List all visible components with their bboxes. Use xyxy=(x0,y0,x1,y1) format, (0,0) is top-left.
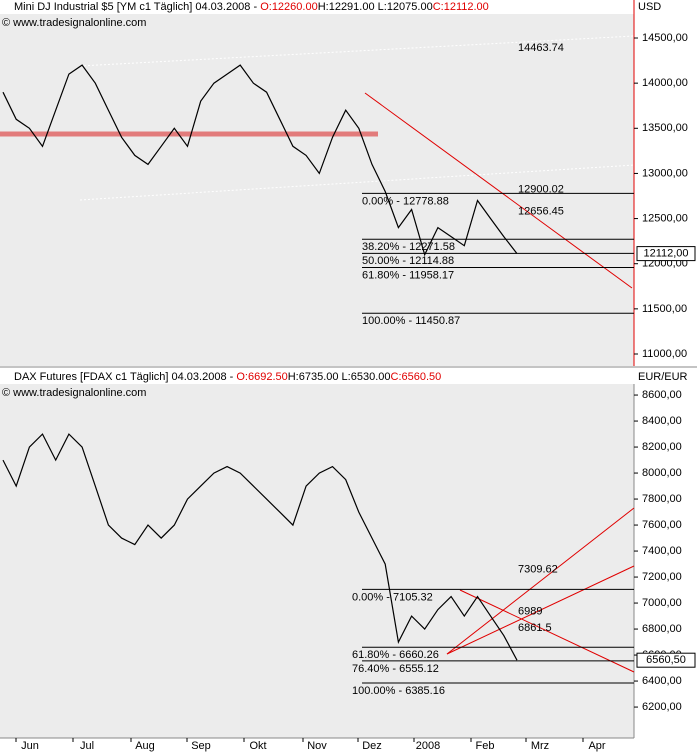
trend-line xyxy=(446,565,635,655)
annotation: 6989 xyxy=(518,605,542,617)
y-tick-label: 7200,00 xyxy=(642,571,682,583)
y-tick-label: 13500,00 xyxy=(642,122,688,134)
header-part: Mini DJ Industrial $5 [YM c1 Täglich] 04… xyxy=(14,1,260,13)
price-tag xyxy=(636,652,696,668)
annotation: 6861.5 xyxy=(518,622,552,634)
header-part: DAX Futures [FDAX c1 Täglich] 04.03.2008… xyxy=(14,371,236,383)
level-label: 100.00% - 6385.16 xyxy=(352,685,445,697)
x-tick-label: Jun xyxy=(21,740,39,752)
source: © www.tradesignalonline.com xyxy=(2,387,146,399)
channel-line xyxy=(79,35,635,67)
y-tick-label: 8400,00 xyxy=(642,415,682,427)
plot-area xyxy=(0,384,634,738)
y-tick-label: 7400,00 xyxy=(642,545,682,557)
y-tick-label: 14500,00 xyxy=(642,32,688,44)
y-tick-label: 13000,00 xyxy=(642,167,688,179)
currency: USD xyxy=(638,1,661,13)
y-tick-label: 6200,00 xyxy=(642,701,682,713)
annotation: 12900.02 xyxy=(518,183,564,195)
header-part: C:6560.50 xyxy=(391,371,442,383)
annotation: 12656.45 xyxy=(518,205,564,217)
x-tick-label: Nov xyxy=(307,740,327,752)
header: DAX Futures [FDAX c1 Täglich] 04.03.2008… xyxy=(14,371,441,383)
annotation: 7309.62 xyxy=(518,564,558,576)
header-part: H:12291.00 L:12075.00 xyxy=(318,1,433,13)
plot-area xyxy=(0,14,634,366)
y-tick-label: 8000,00 xyxy=(642,467,682,479)
header-part: O:12260.00 xyxy=(260,1,318,13)
channel-line xyxy=(79,164,635,201)
y-tick-label: 11000,00 xyxy=(642,348,687,360)
header-part: O:6692.50 xyxy=(236,371,287,383)
y-tick-label: 6400,00 xyxy=(642,675,682,687)
price-tag-label: 12112,00 xyxy=(643,248,688,260)
header: Mini DJ Industrial $5 [YM c1 Täglich] 04… xyxy=(14,1,489,13)
level-label: 61.80% - 6660.26 xyxy=(352,649,439,661)
level-label: 0.00% - 7105.32 xyxy=(352,591,433,603)
source: © www.tradesignalonline.com xyxy=(2,17,146,29)
price-line xyxy=(2,433,518,661)
x-tick-label: Apr xyxy=(588,740,605,752)
level-label: 61.80% - 11958.17 xyxy=(362,269,454,281)
header-part: C:12112.00 xyxy=(433,1,489,13)
y-tick-label: 6800,00 xyxy=(642,623,682,635)
x-tick-label: Aug xyxy=(135,740,155,752)
x-tick-label: Jul xyxy=(80,740,94,752)
price-tag-label: 6560,50 xyxy=(646,654,686,666)
annotation: 14463.74 xyxy=(518,42,564,54)
trend-line xyxy=(459,589,635,673)
level-label: 76.40% - 6555.12 xyxy=(352,663,439,675)
y-tick-label: 8200,00 xyxy=(642,441,682,453)
y-tick-label: 7000,00 xyxy=(642,597,682,609)
level-label: 100.00% - 11450.87 xyxy=(362,315,460,327)
price-tag xyxy=(636,246,696,262)
y-tick-label: 7800,00 xyxy=(642,493,682,505)
x-tick-label: Mrz xyxy=(531,740,549,752)
level-label: 50.00% - 12114.88 xyxy=(362,255,454,267)
x-tick-label: Dez xyxy=(362,740,382,752)
level-label: 38.20% - 12271.58 xyxy=(362,241,455,253)
header-part: H:6735.00 L:6530.00 xyxy=(288,371,391,383)
y-tick-label: 8600,00 xyxy=(642,389,682,401)
trend-line xyxy=(446,507,635,655)
x-tick-label: Sep xyxy=(191,740,211,752)
x-tick-label: Okt xyxy=(249,740,266,752)
y-tick-label: 11500,00 xyxy=(642,303,687,315)
trend-line xyxy=(364,92,633,289)
y-tick-label: 14000,00 xyxy=(642,77,688,89)
level-label: 0.00% - 12778.88 xyxy=(362,195,449,207)
x-tick-label: Feb xyxy=(476,740,495,752)
price-line xyxy=(2,64,518,257)
x-tick-label: 2008 xyxy=(416,740,440,752)
currency: EUR/EUR xyxy=(638,371,688,383)
y-tick-label: 12500,00 xyxy=(642,212,688,224)
y-tick-label: 7600,00 xyxy=(642,519,682,531)
